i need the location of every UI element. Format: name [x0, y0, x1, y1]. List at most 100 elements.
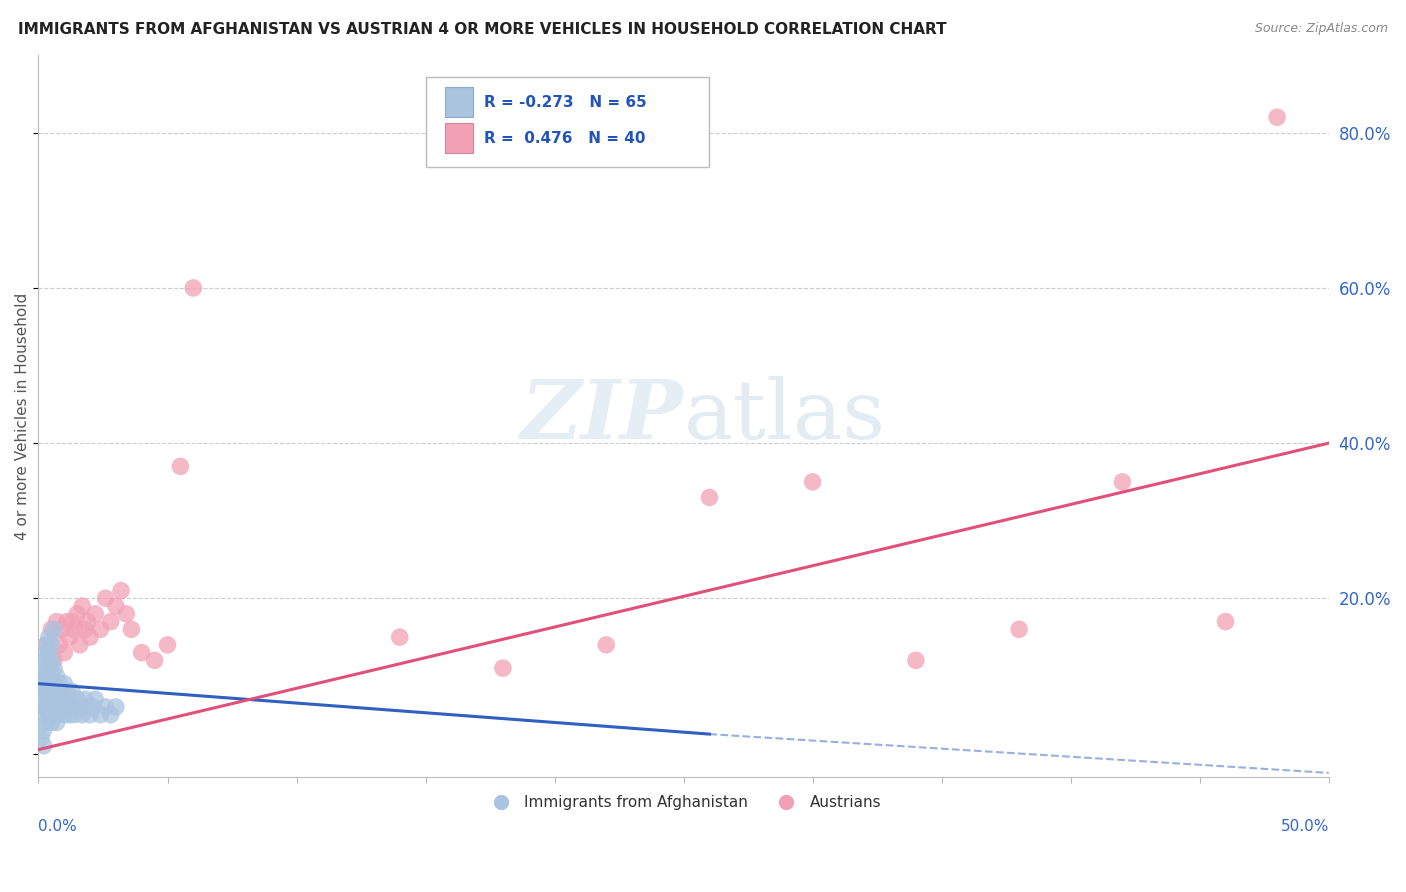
- Point: [53, 676, 76, 690]
- Point: [801, 475, 824, 489]
- Point: [38, 646, 60, 660]
- Point: [76, 615, 98, 629]
- Point: [45, 669, 67, 683]
- Point: [94, 700, 117, 714]
- Point: [48, 707, 70, 722]
- FancyBboxPatch shape: [444, 87, 474, 117]
- Point: [156, 638, 179, 652]
- Text: Source: ZipAtlas.com: Source: ZipAtlas.com: [1254, 22, 1388, 36]
- Point: [72, 707, 94, 722]
- Point: [63, 623, 86, 637]
- Point: [32, 700, 55, 714]
- Point: [38, 692, 60, 706]
- Point: [30, 731, 52, 745]
- Point: [100, 707, 122, 722]
- Point: [100, 615, 122, 629]
- Point: [595, 638, 617, 652]
- Point: [143, 653, 166, 667]
- Point: [35, 638, 58, 652]
- Point: [48, 638, 70, 652]
- Point: [42, 676, 65, 690]
- FancyBboxPatch shape: [426, 77, 710, 167]
- Point: [56, 615, 79, 629]
- Point: [38, 707, 60, 722]
- Point: [94, 591, 117, 606]
- Legend: Immigrants from Afghanistan, Austrians: Immigrants from Afghanistan, Austrians: [479, 789, 887, 816]
- Point: [53, 646, 76, 660]
- Point: [131, 646, 153, 660]
- Point: [69, 700, 91, 714]
- Point: [41, 684, 63, 698]
- Point: [89, 707, 111, 722]
- Point: [58, 692, 80, 706]
- Point: [58, 707, 80, 722]
- Point: [181, 281, 204, 295]
- Point: [904, 653, 927, 667]
- Point: [60, 700, 83, 714]
- Point: [1265, 110, 1288, 124]
- Point: [110, 583, 132, 598]
- Point: [53, 707, 76, 722]
- Point: [492, 661, 515, 675]
- Point: [35, 669, 58, 683]
- Point: [1111, 475, 1133, 489]
- Point: [60, 684, 83, 698]
- Point: [388, 630, 411, 644]
- Point: [79, 630, 101, 644]
- Point: [35, 646, 58, 660]
- Point: [69, 638, 91, 652]
- Point: [45, 700, 67, 714]
- Point: [35, 638, 58, 652]
- Point: [89, 623, 111, 637]
- FancyBboxPatch shape: [444, 123, 474, 153]
- Point: [41, 669, 63, 683]
- Point: [48, 676, 70, 690]
- Point: [73, 623, 96, 637]
- Point: [32, 653, 55, 667]
- Point: [48, 692, 70, 706]
- Text: R =  0.476   N = 40: R = 0.476 N = 40: [484, 130, 645, 145]
- Point: [63, 707, 86, 722]
- Point: [32, 684, 55, 698]
- Point: [41, 653, 63, 667]
- Text: IMMIGRANTS FROM AFGHANISTAN VS AUSTRIAN 4 OR MORE VEHICLES IN HOUSEHOLD CORRELAT: IMMIGRANTS FROM AFGHANISTAN VS AUSTRIAN …: [18, 22, 946, 37]
- Text: 0.0%: 0.0%: [38, 820, 77, 834]
- Point: [82, 700, 104, 714]
- Point: [41, 715, 63, 730]
- Text: ZIP: ZIP: [522, 376, 683, 456]
- Point: [72, 599, 94, 613]
- Point: [32, 669, 55, 683]
- Point: [66, 607, 89, 621]
- Text: R = -0.273   N = 65: R = -0.273 N = 65: [484, 95, 647, 110]
- Point: [42, 661, 65, 675]
- Point: [41, 623, 63, 637]
- Point: [30, 661, 52, 675]
- Point: [30, 676, 52, 690]
- Point: [104, 700, 127, 714]
- Point: [73, 692, 96, 706]
- Text: 50.0%: 50.0%: [1281, 820, 1329, 834]
- Point: [79, 707, 101, 722]
- Point: [84, 607, 107, 621]
- Text: atlas: atlas: [683, 376, 886, 456]
- Point: [53, 692, 76, 706]
- Point: [120, 623, 142, 637]
- Point: [115, 607, 138, 621]
- Point: [60, 615, 83, 629]
- Point: [169, 459, 191, 474]
- Point: [41, 700, 63, 714]
- Point: [38, 676, 60, 690]
- Point: [42, 653, 65, 667]
- Point: [45, 715, 67, 730]
- Y-axis label: 4 or more Vehicles in Household: 4 or more Vehicles in Household: [15, 293, 30, 540]
- Point: [76, 700, 98, 714]
- Point: [1215, 615, 1237, 629]
- Point: [84, 692, 107, 706]
- Point: [30, 692, 52, 706]
- Point: [699, 491, 721, 505]
- Point: [56, 684, 79, 698]
- Point: [32, 707, 55, 722]
- Point: [104, 599, 127, 613]
- Point: [35, 715, 58, 730]
- Point: [32, 739, 55, 753]
